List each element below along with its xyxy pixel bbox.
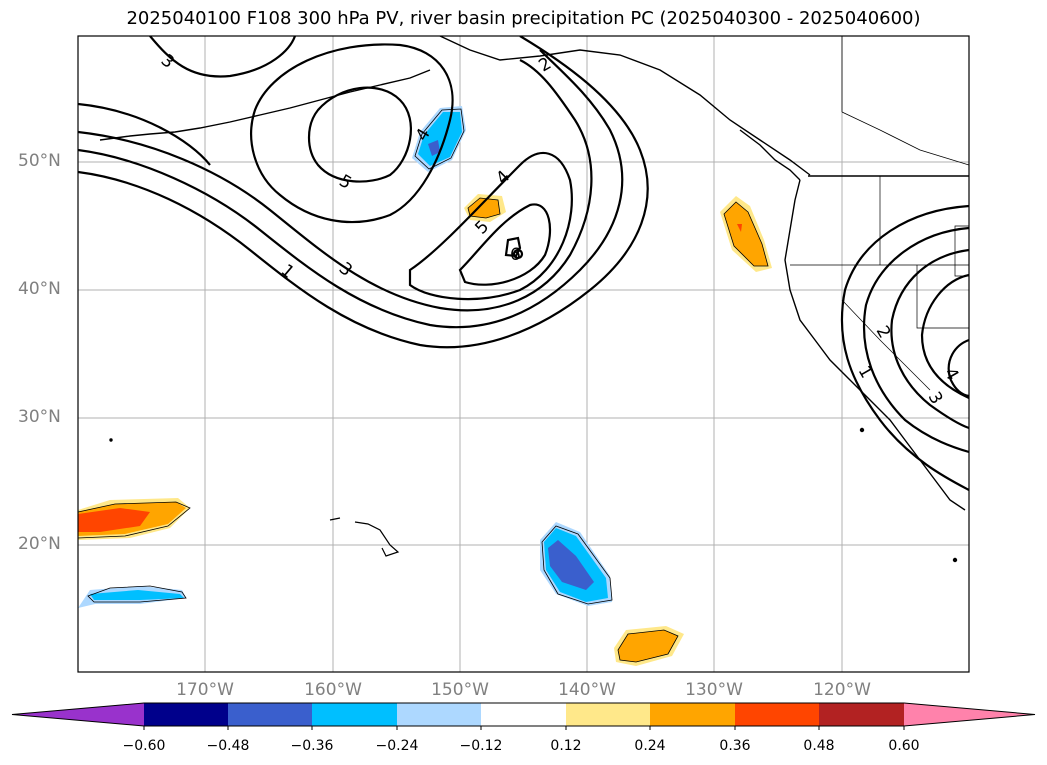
precip-region-positive (737, 224, 742, 232)
colorbar-extend-high (904, 703, 1035, 726)
colorbar-tick-label: −0.36 (290, 738, 334, 754)
pv-contour-3 (149, 36, 297, 78)
colorbar-tick-label: 0.36 (719, 738, 751, 754)
pv-contour-3 (78, 59, 593, 312)
colorbar-segment (144, 703, 228, 726)
lon-label: 160°W (304, 680, 362, 700)
pv-contours (78, 36, 969, 491)
pv-contour-1 (78, 36, 649, 349)
coastlines (99, 36, 969, 563)
pv-contour-4 (250, 43, 454, 224)
precip-region-positive (78, 508, 150, 532)
precip-shading (78, 106, 772, 666)
gridlines (78, 36, 969, 672)
pv-contour-2 (78, 49, 624, 329)
colorbar-segment (228, 703, 312, 726)
pv-contour-5 (458, 203, 552, 286)
pv-contour-1 (840, 204, 969, 491)
lat-label: 50°N (18, 151, 61, 171)
colorbar-segment (819, 703, 904, 726)
precip-region-positive (468, 198, 500, 218)
map-title: 2025040100 F108 300 hPa PV, river basin … (126, 8, 921, 29)
pv-contour-6 (512, 248, 524, 260)
colorbar-tick-label: −0.60 (122, 738, 166, 754)
pv-contour-5 (307, 86, 412, 183)
pv-contour-5 (947, 338, 969, 398)
precip-region-positive (724, 202, 768, 266)
lon-label: 150°W (431, 680, 489, 700)
precip-outlines (78, 108, 769, 663)
colorbar-tick-label: −0.12 (459, 738, 503, 754)
colorbar-segment (566, 703, 650, 726)
lon-label: 170°W (176, 680, 234, 700)
lon-label: 120°W (813, 680, 871, 700)
colorbar-segment (735, 703, 819, 726)
colorbar (11, 702, 1036, 730)
us-west-coast (784, 179, 966, 511)
pv-contour-label: 1 (854, 363, 877, 382)
bc-coast (739, 129, 801, 181)
pv-contour-4 (920, 273, 969, 400)
pv-contour-4 (78, 102, 211, 166)
precip-region-negative (90, 590, 184, 600)
pv-contour-label: 1 (277, 261, 298, 283)
pv-contour-2 (862, 226, 969, 454)
colorbar-segment (481, 703, 566, 726)
precip-region-positive (618, 630, 678, 662)
precip-region-negative (428, 140, 440, 156)
plot-frame (77, 35, 970, 673)
colorbar-extend-low (12, 703, 144, 726)
lon-label: 140°W (558, 680, 616, 700)
pv-contour-3 (890, 248, 969, 430)
aleutian-islands (99, 69, 431, 141)
pv-contour-label: 4 (492, 167, 514, 189)
pv-contour-label: 6 (510, 245, 521, 265)
colorbar-tick-label: −0.24 (375, 738, 419, 754)
colorbar-tick-label: 0.12 (550, 738, 582, 754)
precip-region-negative (418, 112, 462, 166)
precip-region-negative (548, 540, 594, 590)
border-line (841, 111, 969, 166)
alaska-coast (439, 36, 811, 176)
colorbar-segment (397, 703, 481, 726)
pv-contour-label: 5 (336, 171, 355, 194)
colorbar-segment (650, 703, 735, 726)
colorbar-tick-label: −0.48 (206, 738, 250, 754)
colorbar-segment (312, 703, 397, 726)
colorbar-tick-label: 0.60 (888, 738, 920, 754)
colorbar-tick-label: 0.48 (803, 738, 835, 754)
lat-label: 40°N (18, 279, 61, 299)
lat-label: 20°N (18, 534, 61, 554)
pv-contour-label: 3 (924, 389, 947, 408)
pv-contour-4 (408, 152, 573, 301)
lon-label: 130°W (685, 680, 743, 700)
hawaii-islands (329, 517, 400, 557)
colorbar-tick-label: 0.24 (634, 738, 666, 754)
lat-label: 30°N (18, 407, 61, 427)
